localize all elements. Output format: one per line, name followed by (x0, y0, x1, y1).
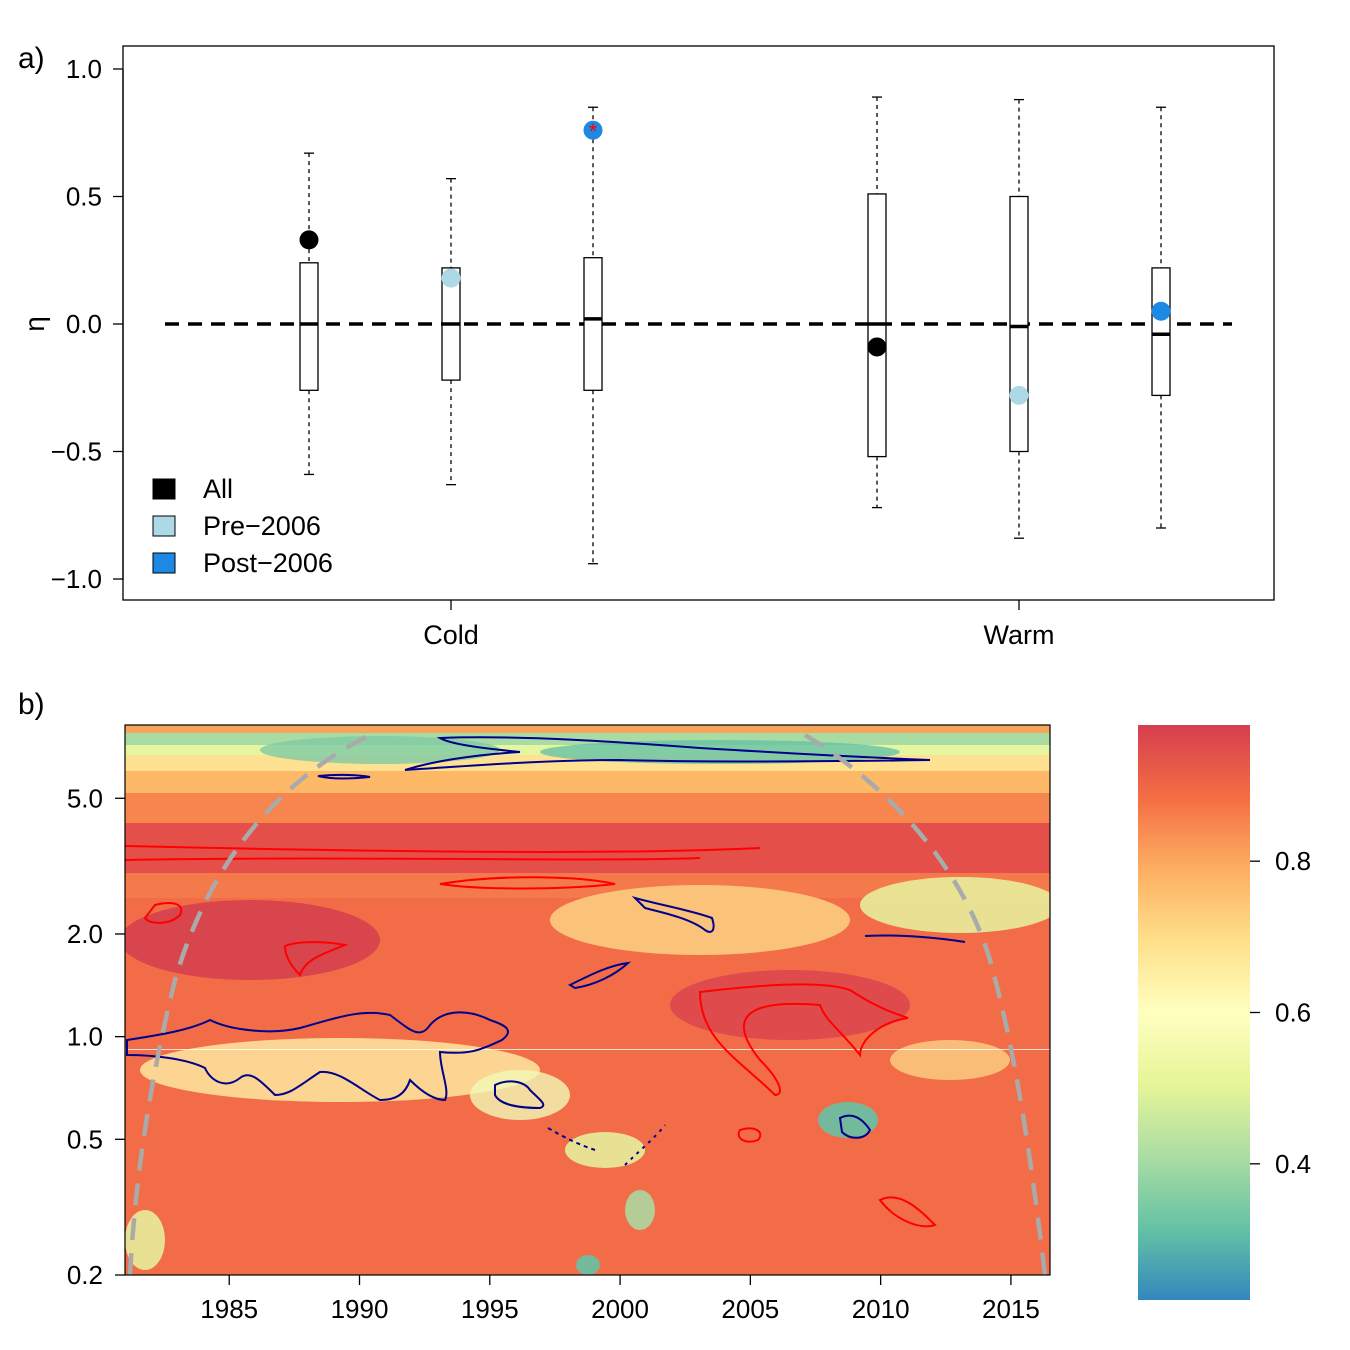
y-tick-label-b: 5.0 (67, 783, 103, 813)
observed-point (583, 120, 603, 140)
heatmap-patch (125, 900, 380, 980)
heatmap-patch (470, 1070, 570, 1120)
cone-of-influence (803, 733, 1048, 1275)
legend-label-pre-2006: Pre−2006 (203, 511, 321, 541)
panel-b-label: b) (18, 688, 45, 721)
heatmap-patch (540, 740, 900, 764)
heatmap-patch (565, 1132, 645, 1168)
contour-low (126, 1011, 509, 1102)
box-warm-4 (1009, 98, 1029, 539)
contour-low (631, 896, 715, 933)
x-tick-label-b: 1990 (331, 1294, 389, 1324)
colorbar-tick-label: 0.6 (1275, 998, 1311, 1028)
panel-b: b) (18, 688, 1311, 1324)
y-tick-label-b: 2.0 (67, 919, 103, 949)
panel-a: a) −1.0 −0.5 0.0 0.5 1.0 η * Cold Warm All P… (18, 42, 1275, 650)
contour-high (737, 1127, 762, 1143)
x-tick-label-cold: Cold (423, 620, 479, 650)
y-tick-label-b: 0.2 (67, 1260, 103, 1290)
observed-point (1151, 301, 1171, 321)
contour-low (864, 934, 966, 943)
y-tick-label-a: 0.0 (66, 309, 102, 339)
panel-b-frame (124, 724, 1051, 1276)
observed-point (441, 268, 461, 288)
x-tick-label-b: 1995 (461, 1294, 519, 1324)
box-warm-3 (867, 96, 887, 509)
x-tick-label-b: 2015 (982, 1294, 1040, 1324)
colorbar-tick-label: 0.4 (1275, 1149, 1311, 1179)
legend-label-all: All (203, 474, 233, 504)
heatmap-band (125, 823, 1050, 873)
heatmap-band (125, 771, 1050, 793)
heatmap-patch (625, 1190, 655, 1230)
contour-high (439, 876, 616, 890)
observed-point (1009, 385, 1029, 405)
heatmap-band (125, 733, 1050, 745)
legend: All Pre−2006 Post−2006 (152, 474, 333, 578)
panel-a-label: a) (18, 42, 45, 75)
box-iqr (299, 262, 319, 391)
contour-high (125, 845, 761, 853)
box-plots: * (299, 96, 1171, 565)
x-tick-label-b: 2005 (721, 1294, 779, 1324)
observed-point (867, 337, 887, 357)
contour-low (494, 1080, 545, 1110)
y-ticks-b: 0.2 0.5 1.0 2.0 5.0 (67, 783, 125, 1290)
y-tick-label-b: 0.5 (67, 1124, 103, 1154)
y-tick-label-b: 1.0 (67, 1022, 103, 1052)
contour-high (878, 1196, 937, 1228)
y-tick-label-a: 0.5 (66, 182, 102, 212)
y-tick-label-a: −1.0 (51, 564, 102, 594)
y-tick-label-a: −0.5 (51, 437, 102, 467)
y-ticks-a: −1.0 −0.5 0.0 0.5 1.0 (51, 54, 123, 594)
box-cold-1 (441, 177, 461, 486)
colorbar (1138, 725, 1250, 1300)
contour-low (317, 773, 371, 780)
legend-swatch-pre-2006 (152, 515, 176, 537)
contour-low (838, 1114, 872, 1139)
heatmap-patch (550, 885, 850, 955)
significance-contours (125, 736, 966, 1228)
x-tick-label-b: 2010 (852, 1294, 910, 1324)
contour-low (567, 961, 631, 990)
x-ticks-b: 1985 1990 1995 2000 2005 2010 2015 (200, 1275, 1040, 1324)
observed-point (299, 230, 319, 250)
contour-high (143, 902, 183, 924)
contour-high (698, 983, 909, 1097)
heatmap-patch (260, 736, 500, 764)
box-cold-0 (299, 152, 319, 476)
y-axis-label-a: η (19, 316, 50, 332)
contour-high (125, 857, 701, 861)
box-iqr (1009, 195, 1029, 453)
legend-swatch-post-2006 (152, 552, 176, 574)
heatmap-patch (576, 1255, 600, 1275)
box-warm-5 (1151, 106, 1171, 529)
contour-low (547, 1127, 596, 1151)
x-ticks-a: Cold Warm (423, 600, 1054, 650)
significance-marker: * (589, 119, 598, 144)
legend-label-post-2006: Post−2006 (203, 548, 333, 578)
colorbar-tick-label: 0.8 (1275, 846, 1311, 876)
legend-swatch-all (152, 478, 176, 500)
contour-high (283, 941, 349, 977)
heatmap-patch (670, 970, 910, 1040)
box-iqr (583, 257, 603, 391)
x-tick-label-b: 2000 (591, 1294, 649, 1324)
heatmap-patch (860, 877, 1050, 933)
cone-of-influence (127, 732, 372, 1275)
heatmap-patch (890, 1040, 1010, 1080)
box-iqr (1151, 267, 1171, 397)
heatmap-band (125, 793, 1050, 823)
x-tick-label-b: 1985 (200, 1294, 258, 1324)
contour-low (404, 736, 931, 771)
heatmap-band (125, 1049, 1050, 1050)
x-tick-label-warm: Warm (984, 620, 1055, 650)
heatmap-area (125, 725, 1050, 1275)
y-tick-label-a: 1.0 (66, 54, 102, 84)
box-cold-2: * (583, 106, 603, 565)
colorbar-ticks: 0.4 0.6 0.8 (1250, 846, 1311, 1179)
heatmap-patch (818, 1102, 878, 1138)
